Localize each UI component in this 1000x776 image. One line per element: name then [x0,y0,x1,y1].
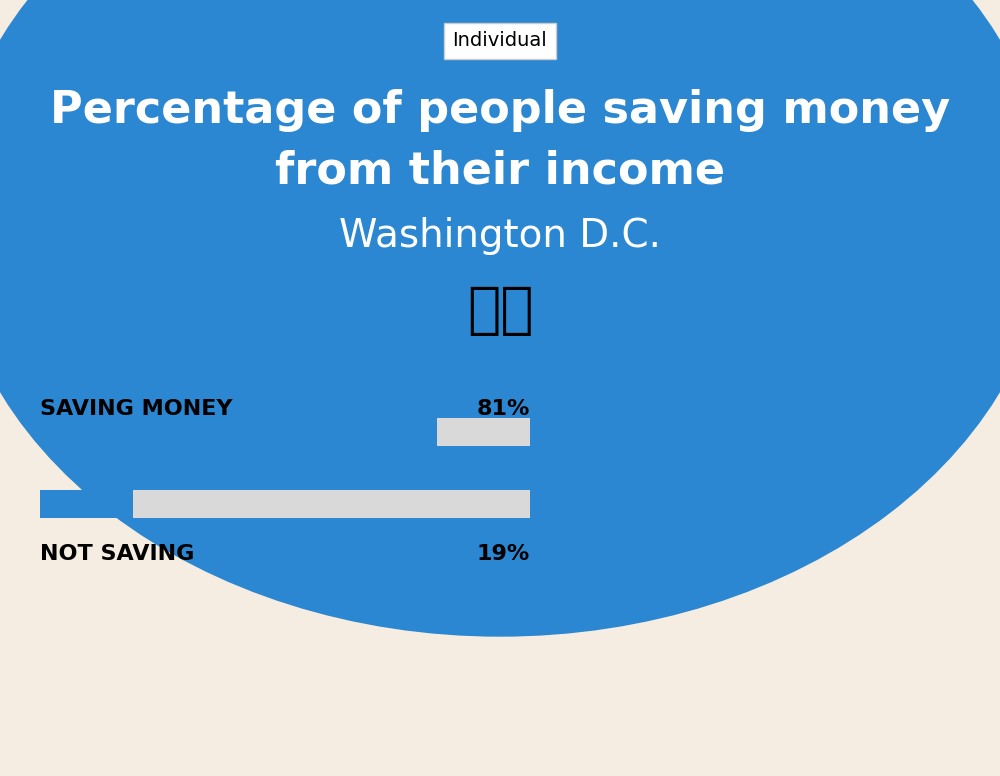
Text: SAVING MONEY: SAVING MONEY [40,399,232,419]
FancyBboxPatch shape [40,418,530,446]
Text: 19%: 19% [477,544,530,564]
FancyBboxPatch shape [40,418,437,446]
Text: 81%: 81% [477,399,530,419]
Text: Washington D.C.: Washington D.C. [339,217,661,255]
Text: from their income: from their income [275,150,725,192]
FancyBboxPatch shape [40,490,133,518]
Text: Percentage of people saving money: Percentage of people saving money [50,89,950,133]
Text: 🇺🇸: 🇺🇸 [467,284,533,338]
Text: Individual: Individual [453,32,547,50]
Ellipse shape [0,0,1000,636]
FancyBboxPatch shape [40,490,530,518]
Text: NOT SAVING: NOT SAVING [40,544,194,564]
